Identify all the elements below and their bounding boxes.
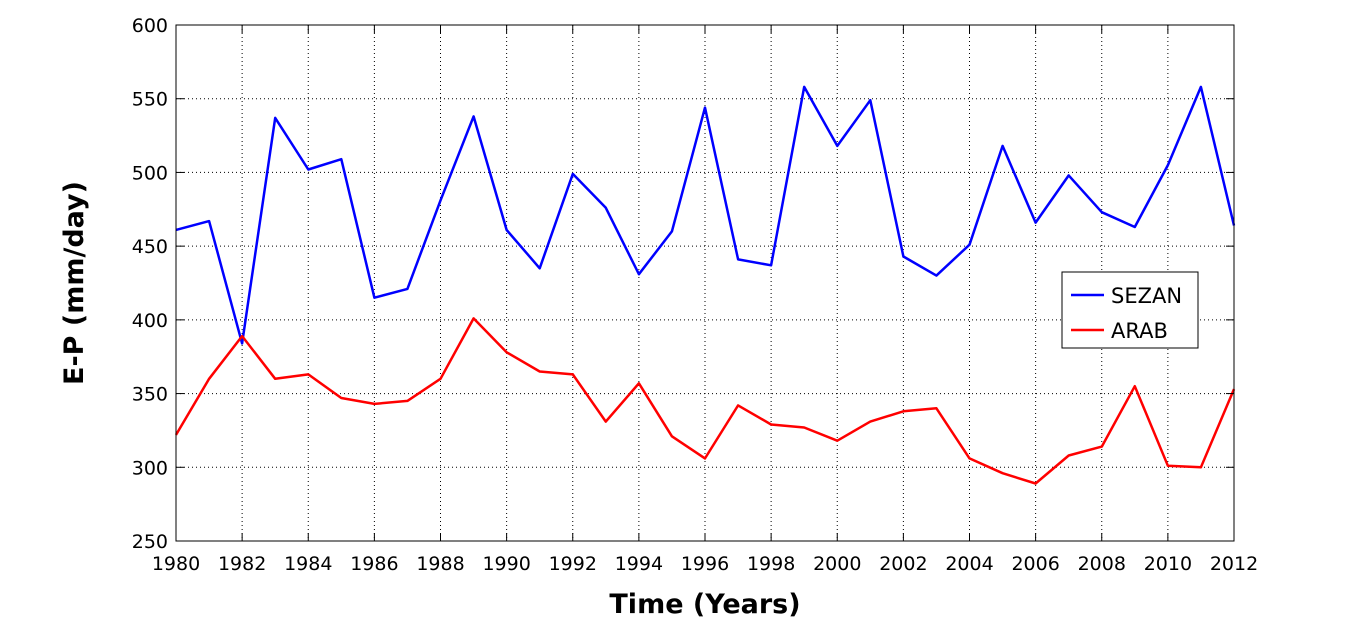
legend-label-sezan: SEZAN xyxy=(1111,284,1182,308)
x-tick-label: 2010 xyxy=(1144,553,1192,575)
legend-box xyxy=(1061,271,1199,349)
y-tick-label: 500 xyxy=(132,162,168,184)
x-tick-label: 1980 xyxy=(152,553,200,575)
x-tick-label: 2012 xyxy=(1210,553,1258,575)
tick-labels: 1980 1982 1984 1986 1988 1990 1992 1994 1996 1998… xyxy=(132,15,1258,575)
series-line-sezan xyxy=(175,85,1236,345)
x-tick-label: 2002 xyxy=(879,553,927,575)
legend: SEZAN ARAB xyxy=(1061,271,1199,349)
series-line-arab xyxy=(174,317,1236,485)
x-tick-label: 2006 xyxy=(1011,553,1059,575)
grid xyxy=(176,25,1234,541)
y-tick-label: 350 xyxy=(132,384,168,406)
y-tick-label: 300 xyxy=(132,457,168,479)
x-tick-label: 1982 xyxy=(218,553,266,575)
y-tick-label: 600 xyxy=(132,15,168,37)
x-tick-label: 1986 xyxy=(350,553,398,575)
x-tick-label: 2004 xyxy=(945,553,993,575)
y-tick-label: 250 xyxy=(132,531,168,553)
y-axis-title: E-P (mm/day) xyxy=(59,181,90,385)
x-tick-label: 1988 xyxy=(416,553,464,575)
x-tick-label: 1990 xyxy=(482,553,530,575)
x-tick-label: 1994 xyxy=(615,553,663,575)
x-tick-label: 2008 xyxy=(1078,553,1126,575)
x-tick-label: 1996 xyxy=(681,553,729,575)
x-tick-label: 2000 xyxy=(813,553,861,575)
x-tick-label: 1998 xyxy=(747,553,795,575)
x-tick-label: 1992 xyxy=(549,553,597,575)
y-tick-label: 550 xyxy=(132,89,168,111)
y-tick-label: 400 xyxy=(132,310,168,332)
x-axis-title: Time (Years) xyxy=(609,589,800,620)
series-lines xyxy=(174,85,1236,485)
axis-ticks xyxy=(175,24,1235,542)
legend-label-arab: ARAB xyxy=(1111,319,1168,343)
y-tick-label: 450 xyxy=(132,236,168,258)
x-tick-label: 1984 xyxy=(284,553,332,575)
